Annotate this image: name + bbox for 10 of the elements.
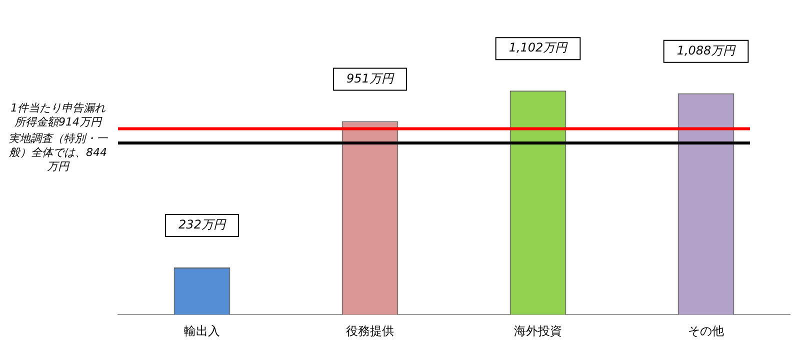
x-tick-label: 役務提供 <box>346 324 394 338</box>
x-tick-label: 輸出入 <box>184 324 220 338</box>
x-tick-label: その他 <box>688 324 724 338</box>
ref-line-label: 1件当たり申告漏れ所得金額914万円 <box>10 102 106 129</box>
data-label: 1,102万円 <box>508 40 568 55</box>
data-label: 951万円 <box>346 71 394 86</box>
data-label: 232万円 <box>178 218 226 232</box>
x-tick-label: 海外投資 <box>514 324 562 338</box>
data-label: 1,088万円 <box>676 44 736 58</box>
ref-line-label: 実地調査（特別・一般）全体では、844万円 <box>8 132 108 173</box>
